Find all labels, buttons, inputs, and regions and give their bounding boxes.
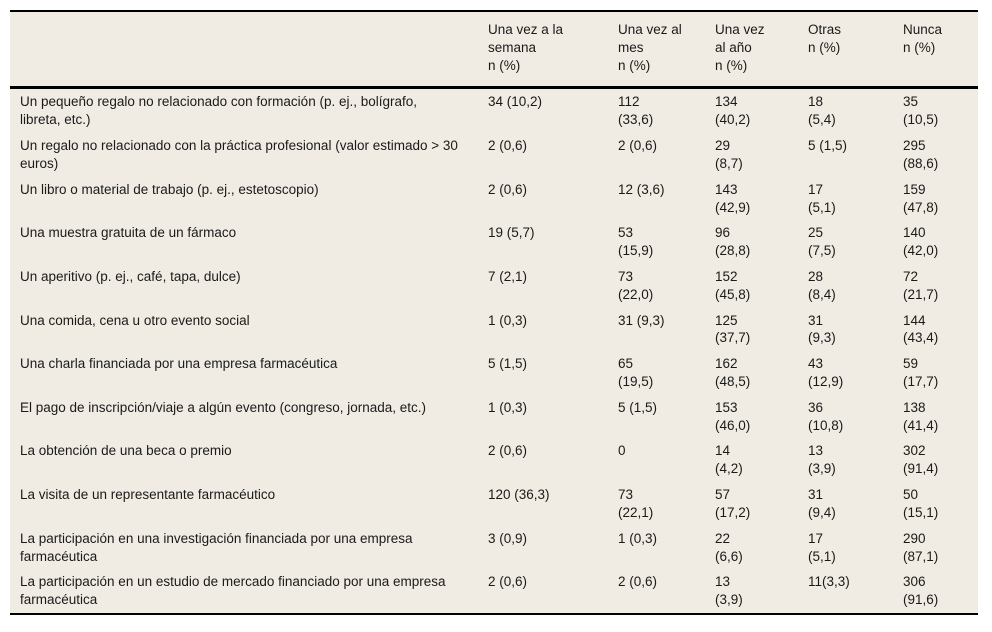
frequency-table: Una vez a la semana n (%) Una vez al mes…: [10, 10, 978, 615]
value-cell: 31 (9,3): [618, 312, 665, 328]
table-row: La visita de un representante farmacéuti…: [10, 482, 978, 526]
table-row: La participación en un estudio de mercad…: [10, 569, 978, 614]
value-cell: 31 (9,4): [808, 487, 836, 520]
value-cell: 112 (33,6): [618, 94, 654, 128]
value-cell: 57 (17,2): [715, 487, 751, 520]
value-cell: 31 (9,3): [808, 312, 836, 346]
value-cell: 134 (40,2): [715, 94, 751, 128]
column-header-item: [10, 11, 488, 90]
value-cell: 17 (5,1): [808, 181, 836, 215]
row-label-cell: Un regalo no relacionado con la práctica…: [20, 138, 458, 171]
table-header: Una vez a la semana n (%) Una vez al mes…: [10, 11, 978, 90]
value-cell: 34 (10,2): [488, 94, 543, 110]
value-cell: 2 (0,6): [618, 574, 658, 590]
value-cell: 159 (47,8): [903, 181, 939, 215]
value-cell: 1 (0,3): [618, 530, 658, 546]
value-cell: 295 (88,6): [903, 138, 939, 171]
column-header-once-a-month: Una vez al mes n (%): [618, 11, 715, 90]
value-cell: 65 (19,5): [618, 356, 654, 389]
row-label-cell: Una muestra gratuita de un fármaco: [20, 225, 237, 241]
value-cell: 2 (0,6): [618, 138, 658, 154]
row-label-cell: Un pequeño regalo no relacionado con for…: [20, 94, 418, 128]
column-header-never: Nunca n (%): [903, 11, 978, 90]
value-cell: 5 (1,5): [488, 356, 528, 372]
value-cell: 2 (0,6): [488, 443, 528, 459]
row-label-cell: La participación en una investigación fi…: [20, 530, 413, 564]
value-cell: 53 (15,9): [618, 225, 654, 259]
table-row: Una comida, cena u otro evento social 1 (…: [10, 308, 978, 352]
table-row: Un aperitivo (p. ej., café, tapa, dulce)…: [10, 264, 978, 308]
value-cell: 1 (0,3): [488, 399, 528, 415]
value-cell: 36 (10,8): [808, 399, 844, 433]
value-cell: 1 (0,3): [488, 312, 528, 328]
value-cell: 12 (3,6): [618, 181, 665, 197]
table-row: Un pequeño regalo no relacionado con for…: [10, 88, 978, 133]
value-cell: 96 (28,8): [715, 225, 751, 259]
row-label-cell: Una comida, cena u otro evento social: [20, 312, 250, 328]
row-label-cell: La visita de un representante farmacéuti…: [20, 487, 276, 503]
row-label-cell: La obtención de una beca o premio: [20, 443, 232, 459]
table-row: La obtención de una beca o premio 2 (0,6)…: [10, 438, 978, 482]
table-row: Una charla financiada por una empresa fa…: [10, 351, 978, 395]
value-cell: 17 (5,1): [808, 530, 836, 564]
value-cell: 2 (0,6): [488, 181, 528, 197]
column-header-once-a-year: Una vez al año n (%): [715, 11, 808, 90]
value-cell: 35 (10,5): [903, 94, 939, 128]
value-cell: 2 (0,6): [488, 138, 528, 154]
value-cell: 120 (36,3): [488, 487, 550, 503]
value-cell: 5 (1,5): [618, 399, 658, 415]
value-cell: 140 (42,0): [903, 225, 939, 259]
header-row: Una vez a la semana n (%) Una vez al mes…: [10, 11, 978, 90]
value-cell: 125 (37,7): [715, 312, 751, 346]
row-label-cell: Una charla financiada por una empresa fa…: [20, 356, 338, 372]
table-row: La participación en una investigación fi…: [10, 526, 978, 570]
row-label-cell: Un libro o material de trabajo (p. ej., …: [20, 181, 319, 197]
value-cell: 73 (22,0): [618, 268, 654, 302]
value-cell: 72 (21,7): [903, 268, 939, 302]
row-label-cell: Un aperitivo (p. ej., café, tapa, dulce): [20, 268, 241, 284]
value-cell: 13 (3,9): [715, 574, 743, 608]
value-cell: 50 (15,1): [903, 487, 939, 520]
table-body: Un pequeño regalo no relacionado con for…: [10, 88, 978, 614]
value-cell: 5 (1,5): [808, 138, 848, 154]
value-cell: 43 (12,9): [808, 356, 844, 389]
table-row: Un libro o material de trabajo (p. ej., …: [10, 177, 978, 221]
value-cell: 2 (0,6): [488, 574, 528, 590]
value-cell: 18 (5,4): [808, 94, 836, 128]
value-cell: 3 (0,9): [488, 530, 528, 546]
value-cell: 22 (6,6): [715, 530, 743, 564]
value-cell: 152 (45,8): [715, 268, 751, 302]
value-cell: 143 (42,9): [715, 181, 751, 215]
value-cell: 13 (3,9): [808, 443, 836, 477]
value-cell: 25 (7,5): [808, 225, 836, 259]
value-cell: 138 (41,4): [903, 399, 939, 433]
value-cell: 19 (5,7): [488, 225, 535, 241]
value-cell: 144 (43,4): [903, 312, 939, 346]
column-header-once-a-week: Una vez a la semana n (%): [488, 11, 618, 90]
column-header-other: Otras n (%): [808, 11, 903, 90]
value-cell: 73 (22,1): [618, 487, 654, 520]
value-cell: 0: [618, 443, 626, 459]
row-label-cell: La participación en un estudio de mercad…: [20, 574, 446, 608]
value-cell: 14 (4,2): [715, 443, 743, 477]
value-cell: 59 (17,7): [903, 356, 939, 389]
value-cell: 290 (87,1): [903, 530, 939, 564]
value-cell: 302 (91,4): [903, 443, 939, 477]
value-cell: 29 (8,7): [715, 138, 743, 171]
value-cell: 162 (48,5): [715, 356, 751, 389]
value-cell: 7 (2,1): [488, 268, 528, 284]
value-cell: 306 (91,6): [903, 574, 939, 608]
table-row: Un regalo no relacionado con la práctica…: [10, 133, 978, 177]
value-cell: 153 (46,0): [715, 399, 751, 433]
value-cell: 11(3,3): [808, 574, 850, 590]
table-row: Una muestra gratuita de un fármaco 19 (5,…: [10, 220, 978, 264]
row-label-cell: El pago de inscripción/viaje a algún eve…: [20, 399, 426, 415]
table-row: El pago de inscripción/viaje a algún eve…: [10, 395, 978, 439]
value-cell: 28 (8,4): [808, 268, 836, 302]
